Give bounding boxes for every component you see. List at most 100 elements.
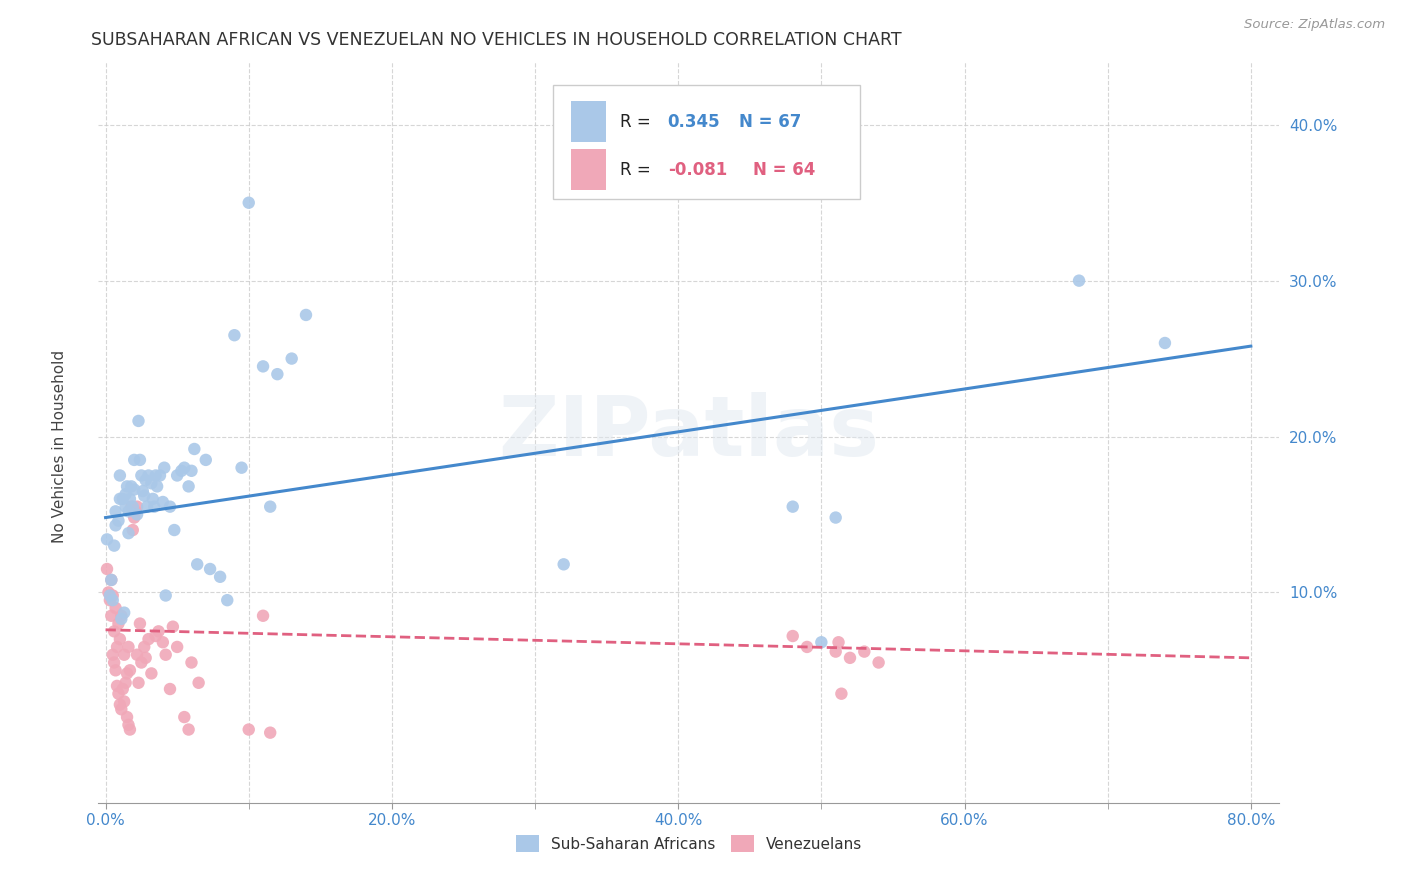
FancyBboxPatch shape [553, 85, 860, 200]
Point [238, 723, 260, 737]
Text: ZIPatlas: ZIPatlas [499, 392, 879, 473]
Point [118, 723, 141, 737]
Point [135, 650, 157, 665]
Point [117, 526, 139, 541]
Point [125, 500, 148, 514]
Point [163, 523, 186, 537]
Point [104, 504, 127, 518]
Point [131, 468, 153, 483]
Point [553, 558, 575, 572]
Point [107, 616, 129, 631]
Point [96, 562, 118, 576]
Point [96, 533, 118, 547]
Point [231, 460, 253, 475]
Point [796, 640, 818, 654]
Point [143, 500, 166, 514]
Point [107, 687, 129, 701]
Point [117, 504, 139, 518]
Point [180, 656, 202, 670]
Point [108, 632, 131, 647]
Point [121, 523, 143, 537]
Point [162, 620, 184, 634]
Point [155, 589, 177, 603]
Point [101, 648, 124, 662]
Point [115, 479, 138, 493]
Point [100, 608, 122, 623]
Point [141, 476, 163, 491]
Point [148, 624, 170, 639]
Point [103, 539, 125, 553]
Text: 0.345: 0.345 [668, 112, 720, 130]
Text: N = 64: N = 64 [752, 161, 815, 178]
Point [114, 500, 136, 514]
Point [122, 510, 145, 524]
Point [125, 648, 148, 662]
Point [100, 573, 122, 587]
Point [149, 468, 172, 483]
Point [209, 570, 232, 584]
Point [839, 650, 862, 665]
Text: -0.081: -0.081 [668, 161, 727, 178]
Point [830, 687, 852, 701]
Point [259, 725, 281, 739]
Point [114, 675, 136, 690]
Point [108, 698, 131, 712]
Point [120, 479, 142, 493]
Point [105, 640, 128, 654]
Point [266, 367, 288, 381]
Point [155, 648, 177, 662]
Point [145, 468, 167, 483]
Point [180, 464, 202, 478]
Point [115, 710, 138, 724]
Point [138, 468, 160, 483]
Point [252, 608, 274, 623]
Point [142, 491, 165, 506]
Point [120, 500, 142, 514]
Text: N = 67: N = 67 [738, 112, 801, 130]
Point [853, 645, 876, 659]
Point [124, 504, 146, 518]
Point [104, 601, 127, 615]
Point [135, 473, 157, 487]
Point [103, 656, 125, 670]
Point [104, 518, 127, 533]
Point [824, 645, 846, 659]
Point [136, 500, 159, 514]
Point [118, 491, 141, 506]
Point [104, 663, 127, 677]
Point [121, 500, 143, 514]
Point [810, 635, 832, 649]
Point [117, 640, 139, 654]
Point [166, 468, 188, 483]
Point [159, 681, 181, 696]
Point [868, 656, 890, 670]
Point [138, 632, 160, 647]
Point [122, 483, 145, 497]
Point [141, 666, 163, 681]
Point [177, 479, 200, 493]
Point [295, 308, 318, 322]
Point [217, 593, 239, 607]
Point [112, 648, 135, 662]
Point [110, 612, 132, 626]
Point [97, 585, 120, 599]
Text: SUBSAHARAN AFRICAN VS VENEZUELAN NO VEHICLES IN HOUSEHOLD CORRELATION CHART: SUBSAHARAN AFRICAN VS VENEZUELAN NO VEHI… [91, 31, 903, 49]
Point [129, 616, 152, 631]
Point [134, 640, 156, 654]
Point [1154, 336, 1177, 351]
Text: R =: R = [620, 112, 657, 130]
Point [183, 442, 205, 456]
Point [107, 514, 129, 528]
Point [824, 510, 846, 524]
Point [1067, 274, 1090, 288]
Point [103, 624, 125, 639]
Point [111, 491, 134, 506]
Point [128, 675, 150, 690]
Point [111, 681, 134, 696]
Point [827, 635, 849, 649]
Point [115, 666, 138, 681]
Point [280, 351, 302, 366]
Point [110, 702, 132, 716]
Point [125, 508, 148, 522]
Point [194, 453, 217, 467]
